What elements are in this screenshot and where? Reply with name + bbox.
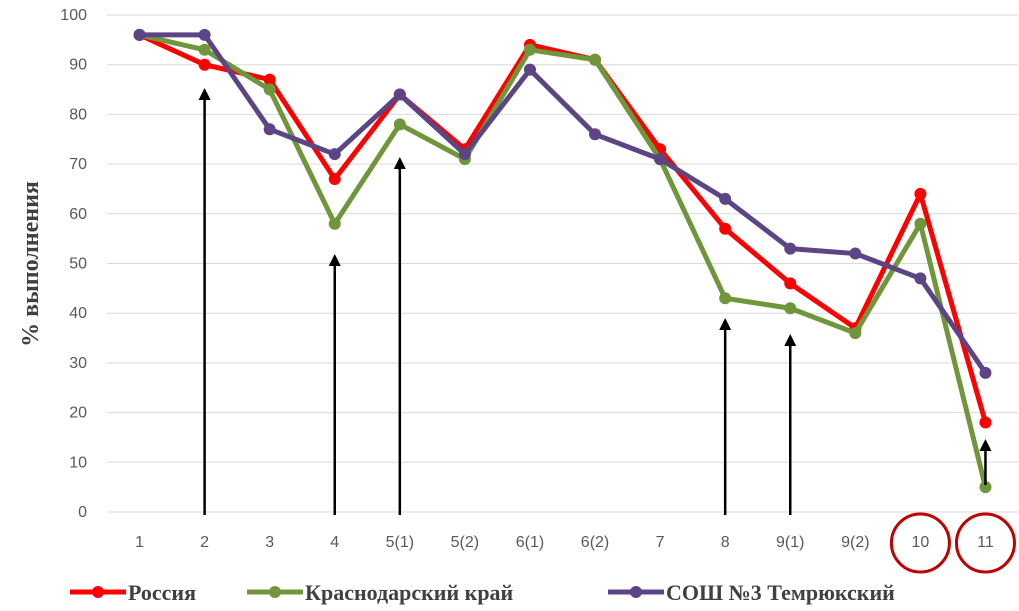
- legend: Россия Краснодарский край СОШ №3 Темрюкски…: [70, 580, 895, 605]
- y-tick-label: 80: [69, 106, 87, 123]
- data-point: [784, 277, 797, 290]
- data-point: [133, 28, 146, 41]
- data-point: [198, 43, 211, 56]
- data-point: [784, 302, 797, 315]
- x-tick-label: 3: [265, 534, 274, 551]
- x-tick-label: 6(2): [581, 534, 609, 551]
- x-tick-label: 11: [977, 534, 994, 551]
- legend-label: Краснодарский край: [305, 580, 514, 605]
- data-point: [263, 83, 276, 96]
- x-axis-ticks: 1 2 3 4 5(1) 5(2) 6(1) 6(2) 7 8 9(1) 9(2) 10 11: [135, 534, 994, 551]
- data-point: [849, 247, 862, 260]
- legend-label: Россия: [128, 580, 196, 605]
- x-tick-label: 8: [721, 534, 730, 551]
- y-axis-ticks: 0 10 20 30 40 50 60 70 80 90 100: [60, 7, 87, 521]
- data-point: [979, 481, 992, 494]
- data-point: [849, 327, 862, 340]
- y-tick-label: 0: [78, 504, 87, 521]
- legend-swatch-marker: [92, 586, 104, 598]
- y-tick-label: 20: [69, 405, 87, 422]
- y-tick-label: 60: [69, 206, 87, 223]
- data-point: [393, 118, 406, 131]
- x-tick-label: 4: [330, 534, 339, 551]
- data-point: [589, 128, 602, 141]
- annotation-circle: [954, 512, 1016, 574]
- data-point: [328, 173, 341, 186]
- y-axis-label: % выполнения: [18, 181, 44, 347]
- data-point: [719, 292, 732, 305]
- x-tick-label: 1: [135, 534, 144, 551]
- gridlines: [107, 14, 1018, 513]
- data-point: [719, 222, 732, 235]
- data-point: [328, 148, 341, 161]
- y-tick-label: 90: [69, 57, 87, 74]
- data-point: [914, 217, 927, 230]
- data-point: [458, 148, 471, 161]
- x-tick-label: 5(1): [386, 534, 414, 551]
- legend-label: СОШ №3 Темрюкский: [666, 580, 895, 605]
- legend-swatch-marker: [630, 586, 642, 598]
- y-tick-label: 100: [60, 7, 87, 24]
- data-point: [328, 217, 341, 230]
- data-point: [784, 242, 797, 255]
- data-point: [719, 192, 732, 205]
- series-line: [137, 32, 988, 490]
- data-point: [198, 58, 211, 71]
- annotation-circle: [889, 512, 951, 574]
- x-tick-label: 9(2): [841, 534, 869, 551]
- data-point: [263, 123, 276, 136]
- data-point: [523, 43, 536, 56]
- legend-swatch-marker: [269, 586, 281, 598]
- data-point: [263, 73, 276, 86]
- data-point: [198, 28, 211, 41]
- y-tick-label: 30: [69, 355, 87, 372]
- data-point: [654, 153, 667, 166]
- x-tick-label: 5(2): [451, 534, 479, 551]
- data-point: [914, 187, 927, 200]
- y-tick-label: 50: [69, 256, 87, 273]
- data-point: [523, 63, 536, 76]
- x-tick-label: 9(1): [776, 534, 804, 551]
- x-tick-label: 10: [911, 534, 929, 551]
- x-tick-label: 2: [200, 534, 209, 551]
- y-tick-label: 40: [69, 305, 87, 322]
- annotations: [198, 88, 1016, 574]
- data-point: [589, 53, 602, 66]
- series-line: [137, 32, 988, 376]
- data-point: [393, 88, 406, 101]
- x-tick-label: 6(1): [516, 534, 544, 551]
- x-tick-label: 7: [656, 534, 665, 551]
- y-tick-label: 10: [69, 454, 87, 471]
- data-point: [979, 366, 992, 379]
- data-point: [914, 272, 927, 285]
- y-tick-label: 70: [69, 156, 87, 173]
- series-lines: [133, 28, 992, 494]
- data-point: [979, 416, 992, 429]
